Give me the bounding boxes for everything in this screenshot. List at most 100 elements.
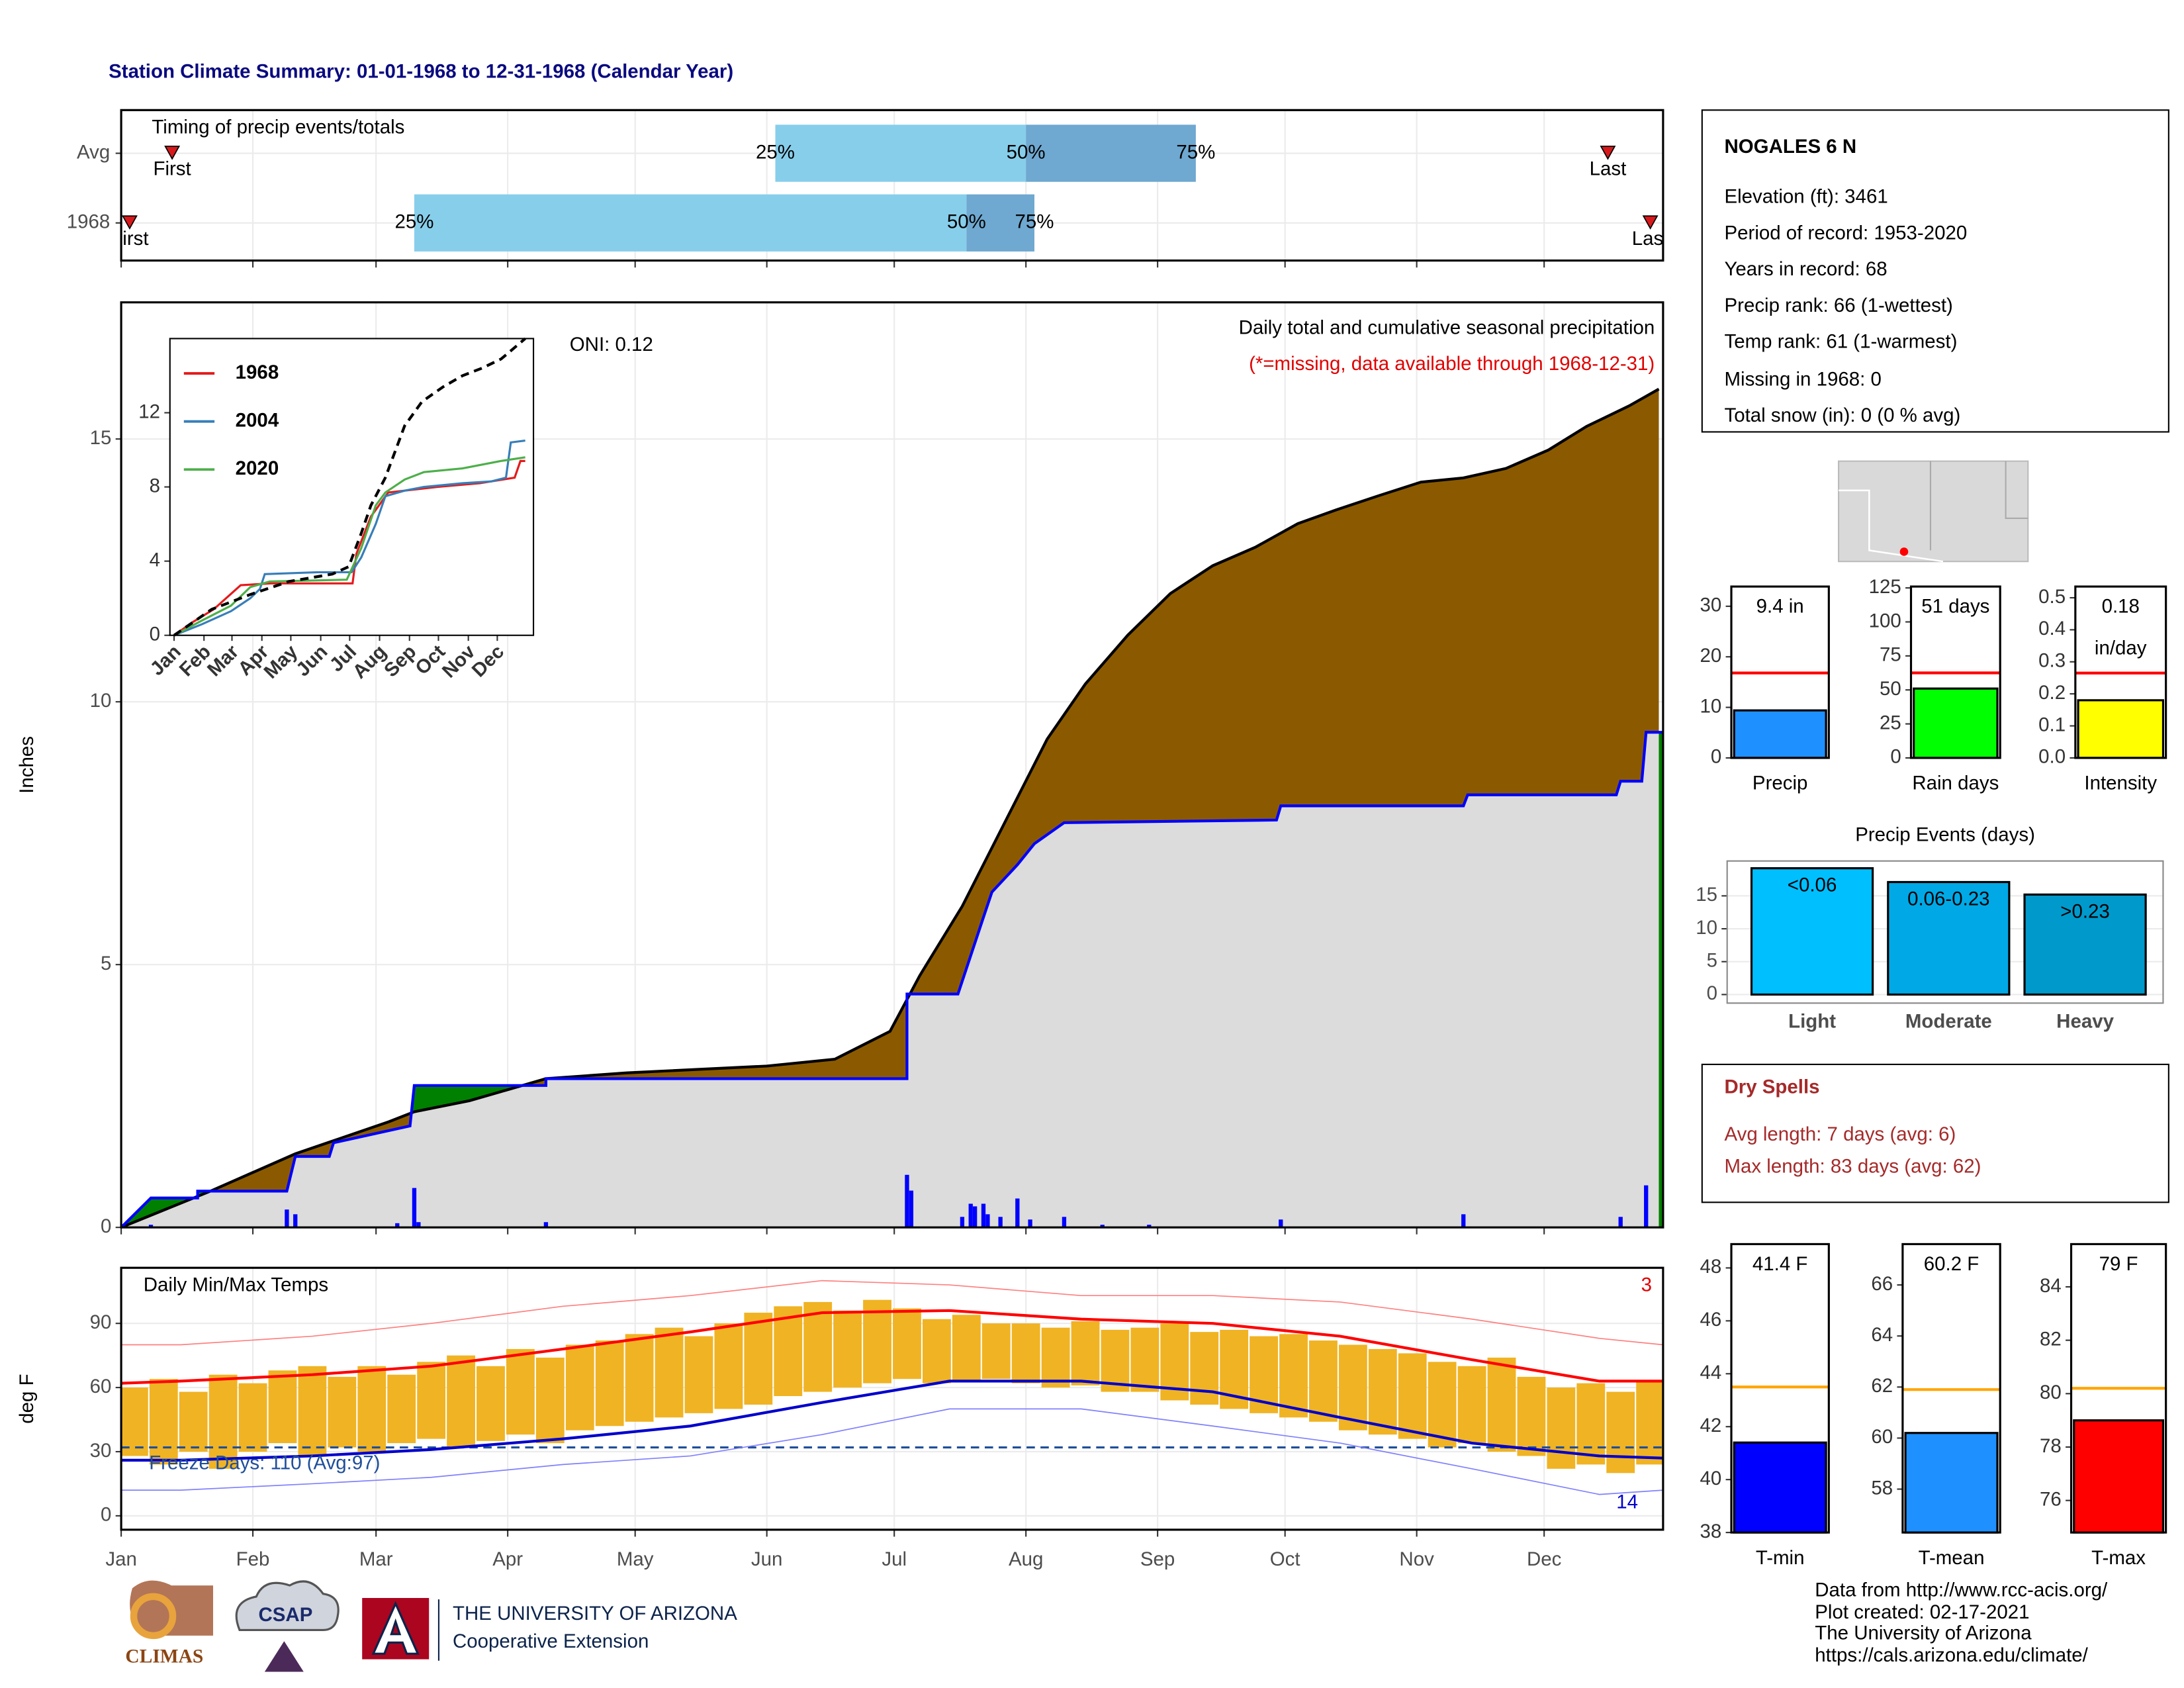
cumulative-line (121, 387, 1660, 1228)
category-label: Intensity (2084, 773, 2157, 794)
footer-line: Plot created: 02-17-2021 (1815, 1601, 2029, 1623)
gauge-bar (1733, 709, 1827, 759)
chart-title: Precip Events (days) (1855, 824, 2035, 846)
gauge-bar (2077, 699, 2165, 759)
percentile-label: 50% (1007, 141, 1046, 163)
percentile-label: 50% (947, 211, 986, 233)
value-label: 79 F (2099, 1253, 2138, 1275)
temp-line (121, 1408, 1663, 1495)
temp-range-bar (1487, 1357, 1516, 1452)
panel-border (1901, 1243, 2001, 1534)
temp-range-bar (1130, 1327, 1160, 1392)
value-label: 41.4 F (1752, 1253, 1808, 1275)
inset-background (169, 338, 534, 635)
daily-bar (905, 1174, 909, 1228)
category-label: Rain days (1912, 773, 1999, 794)
timing-panel: 25% 50% 75% First Last 25% 50% 75% First Last Timi… (121, 110, 1663, 261)
daily-bar (972, 1206, 978, 1228)
y-tick-label: 0 (1707, 982, 1717, 1004)
temp-range-bar (1398, 1353, 1427, 1439)
category-label: T-max (2091, 1547, 2146, 1569)
temp-range-bar (1636, 1381, 1663, 1465)
daily-bar (1644, 1185, 1649, 1228)
temp-range-bar (417, 1362, 446, 1439)
bar (2023, 893, 2147, 996)
value-label: 51 days (1921, 595, 1989, 617)
logos: CLIMAS CSAP THE UNIVERSITY OF ARIZONA Co… (125, 1580, 737, 1672)
percentile-label: 75% (1015, 211, 1054, 233)
x-tick-label: Mar (359, 1548, 393, 1570)
x-tick-label: Feb (236, 1548, 270, 1570)
temp-range-bar (774, 1306, 803, 1397)
category-label: Heavy (2056, 1011, 2114, 1033)
map-background (1838, 460, 2029, 563)
y-tick-label: 30 (1700, 594, 1722, 616)
x-tick-label: Aug (1009, 1548, 1043, 1570)
panel-border (2074, 585, 2167, 759)
x-tick-label: Sep (1140, 1548, 1175, 1570)
count-low: 14 (1616, 1491, 1638, 1513)
daily-bar (543, 1222, 549, 1228)
temp-range-bar (1368, 1348, 1397, 1435)
temp-range-bar (1576, 1383, 1606, 1465)
y-tick-label: 60 (1871, 1426, 1893, 1448)
y-tick-label: 46 (1700, 1309, 1722, 1331)
temp-range-bar (387, 1374, 416, 1444)
temp-range-bar (744, 1313, 773, 1405)
event-label: First (153, 158, 191, 180)
daily-bar (285, 1209, 289, 1228)
temp-range-bar (1101, 1329, 1130, 1392)
x-tick-label: Dec (1527, 1548, 1561, 1570)
y-tick-label: 78 (2040, 1435, 2062, 1457)
x-tick-label: Jan (105, 1548, 136, 1570)
daily-bar (1618, 1217, 1623, 1228)
temp-range-bar (238, 1383, 267, 1452)
cumulative-line (121, 731, 1663, 1228)
percentile-label: 25% (394, 211, 433, 233)
panel-title: Daily Min/Max Temps (144, 1274, 328, 1295)
timing-bar (966, 194, 1034, 252)
daily-bar (981, 1203, 986, 1228)
daily-bar (998, 1217, 1003, 1228)
daily-bar (1461, 1214, 1466, 1228)
temp-range-bar (981, 1323, 1011, 1380)
y-tick-label: 0 (1890, 746, 1901, 768)
percentile-label: 25% (756, 141, 795, 163)
daily-bar (968, 1203, 973, 1228)
y-tick-label: 75 (1880, 644, 1901, 666)
y-tick-label: 20 (1700, 645, 1722, 667)
panel-border (169, 338, 535, 636)
category-label: T-mean (1919, 1547, 1985, 1569)
station-location (1899, 547, 1909, 556)
gauge-bar (1733, 1441, 1827, 1534)
y-tick-label: 84 (2040, 1275, 2062, 1297)
daily-bar (1100, 1225, 1105, 1228)
temp-range-bar (1457, 1366, 1486, 1444)
dry-spells-title: Dry Spells (1724, 1076, 1819, 1098)
daily-bar (293, 1214, 298, 1228)
y-tick-label: 10 (1696, 917, 1717, 939)
value-label: 9.4 in (1756, 595, 1804, 617)
y-tick-label: 50 (1880, 678, 1901, 700)
temp-range-bar (298, 1366, 327, 1456)
timing-bar (775, 124, 1026, 182)
panel-border (2070, 1243, 2167, 1534)
daily-bar (416, 1222, 421, 1228)
y-tick-label: 5 (101, 953, 111, 974)
daily-bar (412, 1188, 417, 1228)
category-label: T-min (1756, 1547, 1805, 1569)
bar-label: >0.23 (2060, 901, 2110, 923)
bar (1750, 867, 1874, 996)
temp-range-bar (1606, 1391, 1635, 1474)
temp-range-bar (1041, 1327, 1070, 1388)
y-tick-label: 82 (2040, 1328, 2062, 1350)
x-tick-label: Oct (1270, 1548, 1300, 1570)
bar (1887, 880, 2011, 996)
temp-range-bar (535, 1357, 565, 1444)
station-line: Temp rank: 61 (1-warmest) (1724, 331, 1957, 353)
timing-bar (414, 194, 967, 252)
y-tick-label: 5 (1707, 950, 1717, 972)
panel-border (120, 301, 1664, 1229)
temp-range-bar (595, 1340, 624, 1427)
category-label: Light (1788, 1011, 1836, 1033)
